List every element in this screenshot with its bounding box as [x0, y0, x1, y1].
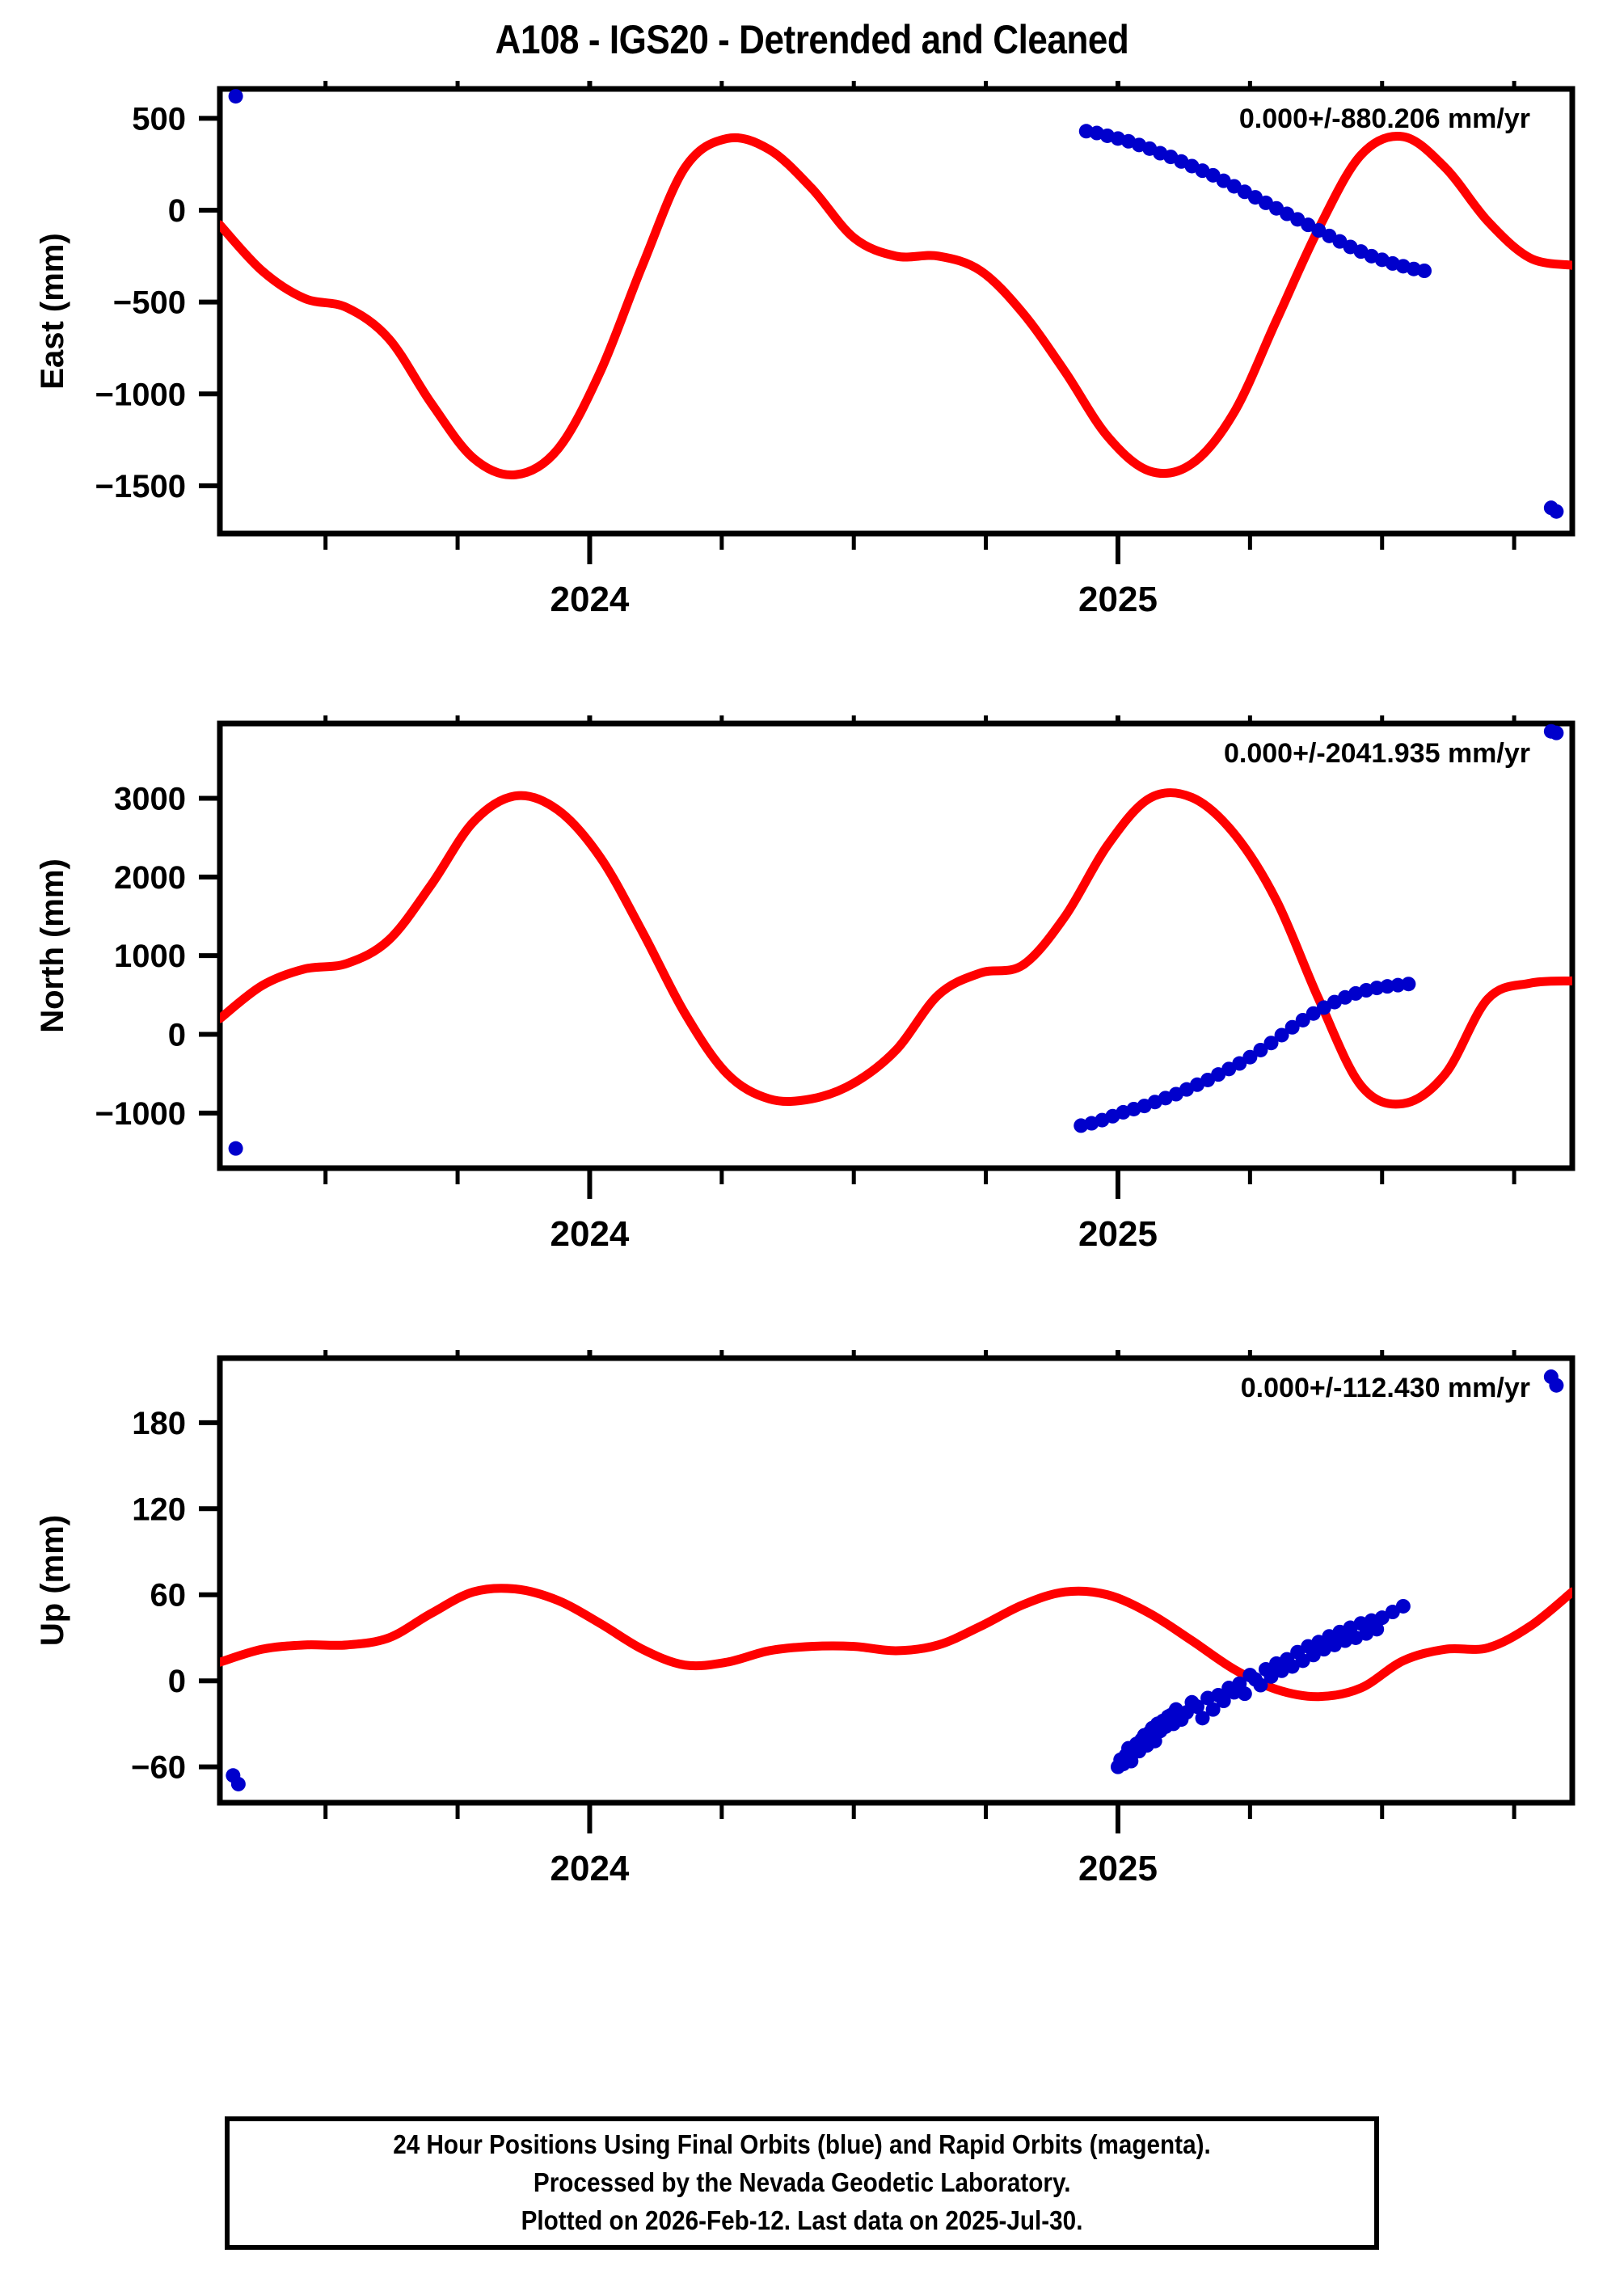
data-layer — [220, 1369, 1572, 1791]
y-tick-label: −60 — [131, 1750, 186, 1786]
data-point — [1549, 504, 1564, 519]
data-point — [1253, 1677, 1268, 1693]
data-point — [230, 1776, 246, 1791]
data-point — [1401, 977, 1416, 992]
data-point — [1195, 1711, 1210, 1726]
y-tick-label: 3000 — [114, 781, 186, 816]
caption-line-1: 24 Hour Positions Using Final Orbits (bl… — [393, 2129, 1211, 2160]
data-point — [1242, 1049, 1258, 1065]
x-tick-label: 2025 — [1078, 1849, 1158, 1884]
x-axis: 2024 2025 — [323, 715, 1516, 1249]
caption-line-3: Plotted on 2026-Feb-12. Last data on 202… — [521, 2205, 1083, 2235]
panel-east: 500 0 −500 −1000 −1500 2024 2025 East (mm) 0.000… — [0, 81, 1624, 614]
y-axis-title: East (mm) — [35, 233, 70, 389]
chart-up: 180 120 60 0 −60 2024 2025 Up (mm) 0.000+/-112.4… — [35, 1350, 1575, 1884]
panel-up: 180 120 60 0 −60 2024 2025 Up (mm) 0.000+/-112.4… — [0, 1350, 1624, 1884]
y-tick-label: −1000 — [95, 377, 186, 412]
y-tick-label: 0 — [168, 193, 186, 229]
data-point — [228, 89, 243, 104]
rate-annotation: 0.000+/-112.430 mm/yr — [1241, 1373, 1530, 1403]
axes-frame — [217, 86, 1575, 537]
y-tick-label: 2000 — [114, 860, 186, 896]
data-point — [1306, 1006, 1321, 1021]
rate-annotation: 0.000+/-880.206 mm/yr — [1239, 103, 1530, 134]
y-tick-label: 0 — [168, 1664, 186, 1699]
data-point — [1395, 1598, 1411, 1614]
page-title: A108 - IGS20 - Detrended and Cleaned — [495, 17, 1129, 62]
y-tick-label: 0 — [168, 1018, 186, 1053]
x-tick-label: 2025 — [1078, 580, 1158, 614]
data-point — [1253, 1042, 1268, 1057]
y-axis-title: Up (mm) — [35, 1515, 70, 1646]
y-tick-label: 180 — [132, 1406, 186, 1441]
data-point — [1232, 1056, 1247, 1071]
rate-annotation: 0.000+/-2041.935 mm/yr — [1224, 738, 1530, 769]
data-point — [1380, 979, 1395, 994]
data-point — [1390, 977, 1406, 993]
data-point — [1190, 1699, 1204, 1715]
data-point — [1295, 1012, 1310, 1027]
y-tick-label: 120 — [132, 1491, 186, 1527]
x-axis: 2024 2025 — [323, 81, 1516, 614]
y-tick-label: 60 — [150, 1578, 187, 1614]
data-point — [1216, 1694, 1231, 1709]
model-curve — [220, 132, 1572, 480]
caption-line-2: Processed by the Nevada Geodetic Laborat… — [533, 2167, 1071, 2198]
y-axis-title: North (mm) — [35, 859, 70, 1033]
data-layer — [220, 89, 1572, 519]
y-axis: 3000 2000 1000 0 −1000 — [95, 781, 220, 1132]
scatter-final_orbits — [228, 89, 1564, 519]
model-curve — [220, 788, 1572, 1109]
data-layer — [220, 724, 1572, 1156]
y-axis: 500 0 −500 −1000 −1500 — [95, 101, 220, 504]
axes-frame — [217, 720, 1575, 1171]
x-tick-label: 2024 — [550, 1214, 630, 1249]
data-point — [1237, 1686, 1252, 1702]
data-point — [1549, 725, 1564, 740]
data-point — [1284, 1019, 1300, 1035]
data-point — [1417, 264, 1432, 278]
scatter-final_orbits — [228, 724, 1564, 1156]
y-tick-label: 500 — [132, 101, 186, 137]
y-axis: 180 120 60 0 −60 — [131, 1406, 220, 1786]
figure-caption-box: 24 Hour Positions Using Final Orbits (bl… — [225, 2116, 1379, 2250]
model-curve — [220, 1584, 1572, 1702]
x-tick-label: 2024 — [550, 580, 630, 614]
axes-frame — [217, 1355, 1575, 1806]
chart-north: 3000 2000 1000 0 −1000 2024 2025 North (mm) 0.00… — [35, 715, 1575, 1249]
data-point — [1205, 1702, 1221, 1717]
x-tick-label: 2025 — [1078, 1214, 1158, 1249]
y-tick-label: 1000 — [114, 939, 186, 974]
scatter-final_orbits — [226, 1369, 1564, 1791]
y-tick-label: −1000 — [95, 1096, 186, 1132]
data-point — [1369, 1622, 1385, 1637]
x-axis: 2024 2025 — [323, 1350, 1516, 1884]
y-tick-label: −500 — [113, 285, 186, 321]
panel-north: 3000 2000 1000 0 −1000 2024 2025 North (mm) 0.00… — [0, 715, 1624, 1249]
x-tick-label: 2024 — [550, 1849, 630, 1884]
data-point — [228, 1141, 243, 1156]
chart-east: 500 0 −500 −1000 −1500 2024 2025 East (mm) 0.000… — [35, 81, 1575, 614]
data-point — [1549, 1378, 1564, 1393]
data-point — [1263, 1036, 1279, 1051]
data-point — [1274, 1027, 1289, 1043]
y-tick-label: −1500 — [95, 469, 186, 504]
